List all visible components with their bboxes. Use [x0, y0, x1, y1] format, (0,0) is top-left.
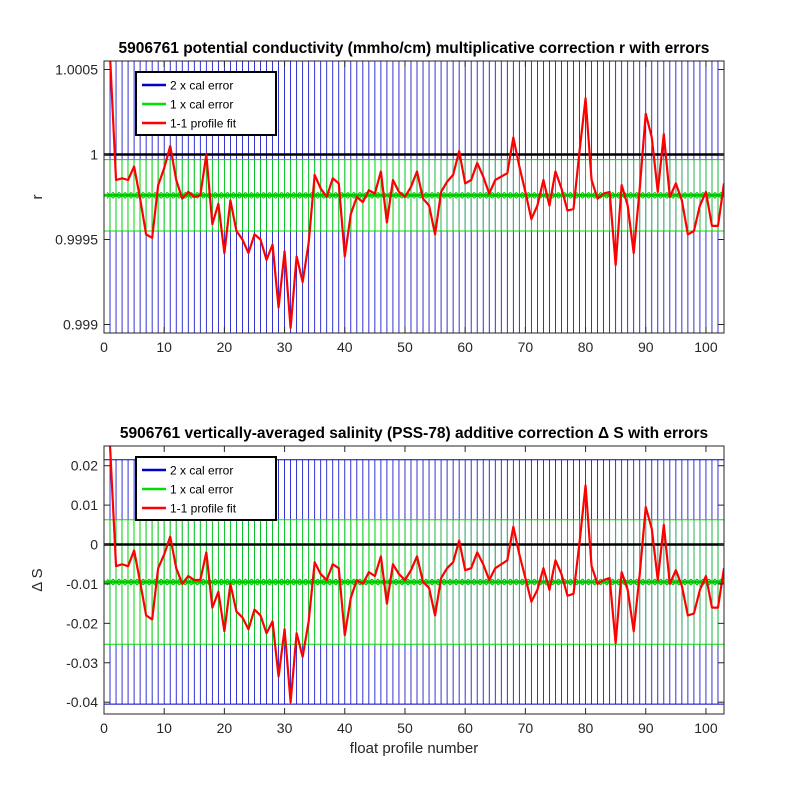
y-tick-label: -0.04 — [66, 694, 98, 710]
x-tick-label: 70 — [518, 720, 534, 736]
chart-title: 5906761 potential conductivity (mmho/cm)… — [119, 40, 710, 57]
y-tick-label: 0.01 — [71, 497, 98, 513]
x-tick-label: 70 — [518, 339, 534, 355]
legend-label: 2 x cal error — [170, 464, 233, 478]
profile-fit-line — [109, 61, 724, 329]
x-tick-label: 60 — [457, 339, 473, 355]
y-tick-label: -0.02 — [66, 615, 98, 631]
x-tick-label: 20 — [217, 339, 233, 355]
y-tick-label: 0 — [90, 537, 98, 553]
x-tick-label: 50 — [397, 339, 413, 355]
y-tick-label: -0.01 — [66, 576, 98, 592]
y-tick-label: 0.9995 — [55, 232, 98, 248]
x-tick-label: 0 — [100, 339, 108, 355]
x-tick-label: 60 — [457, 720, 473, 736]
x-tick-label: 10 — [156, 720, 172, 736]
x-tick-label: 10 — [156, 339, 172, 355]
y-tick-label: 1 — [90, 147, 98, 163]
legend: 2 x cal error 1 x cal error 1-1 profile fi… — [135, 71, 277, 136]
legend: 2 x cal error 1 x cal error 1-1 profile fi… — [135, 456, 277, 521]
x-tick-label: 50 — [397, 720, 413, 736]
legend-label: 1 x cal error — [170, 483, 233, 497]
plot-content — [104, 61, 724, 333]
y-axis-label: Δ S — [29, 568, 46, 591]
legend-label: 2 x cal error — [170, 79, 233, 93]
chart-panel-1: 0 10 20 30 40 50 60 70 80 90 100 0.999 0.9995 1 1.0005… — [29, 40, 725, 355]
x-tick-label: 100 — [694, 720, 718, 736]
x-tick-label: 40 — [337, 339, 353, 355]
y-tick-label: 1.0005 — [55, 62, 98, 78]
x-tick-label: 0 — [100, 720, 108, 736]
axes-box — [103, 445, 725, 715]
x-tick-label: 80 — [578, 720, 594, 736]
x-axis-label: float profile number — [350, 740, 478, 757]
x-tick-label: 80 — [578, 339, 594, 355]
profile-fit-line — [108, 446, 724, 704]
y-tick-label: 0.999 — [63, 317, 98, 333]
legend-label: 1-1 profile fit — [170, 117, 237, 131]
x-tick-label: 30 — [277, 720, 293, 736]
legend-label: 1-1 profile fit — [170, 502, 237, 516]
x-tick-label: 40 — [337, 720, 353, 736]
y-tick-label: -0.03 — [66, 655, 98, 671]
x-tick-label: 90 — [638, 339, 654, 355]
x-tick-label: 90 — [638, 720, 654, 736]
x-tick-label: 100 — [694, 339, 718, 355]
axes-box — [103, 60, 725, 334]
y-axis-label: r — [29, 195, 46, 200]
x-tick-label: 20 — [217, 720, 233, 736]
y-tick-label: 0.02 — [71, 458, 98, 474]
x-tick-label: 30 — [277, 339, 293, 355]
legend-label: 1 x cal error — [170, 98, 233, 112]
chart-title: 5906761 vertically-averaged salinity (PS… — [120, 425, 708, 442]
chart-panel-2: 0 10 20 30 40 50 60 70 80 90 100 -0.04 -0.03 -0.02 -0.… — [29, 425, 725, 757]
